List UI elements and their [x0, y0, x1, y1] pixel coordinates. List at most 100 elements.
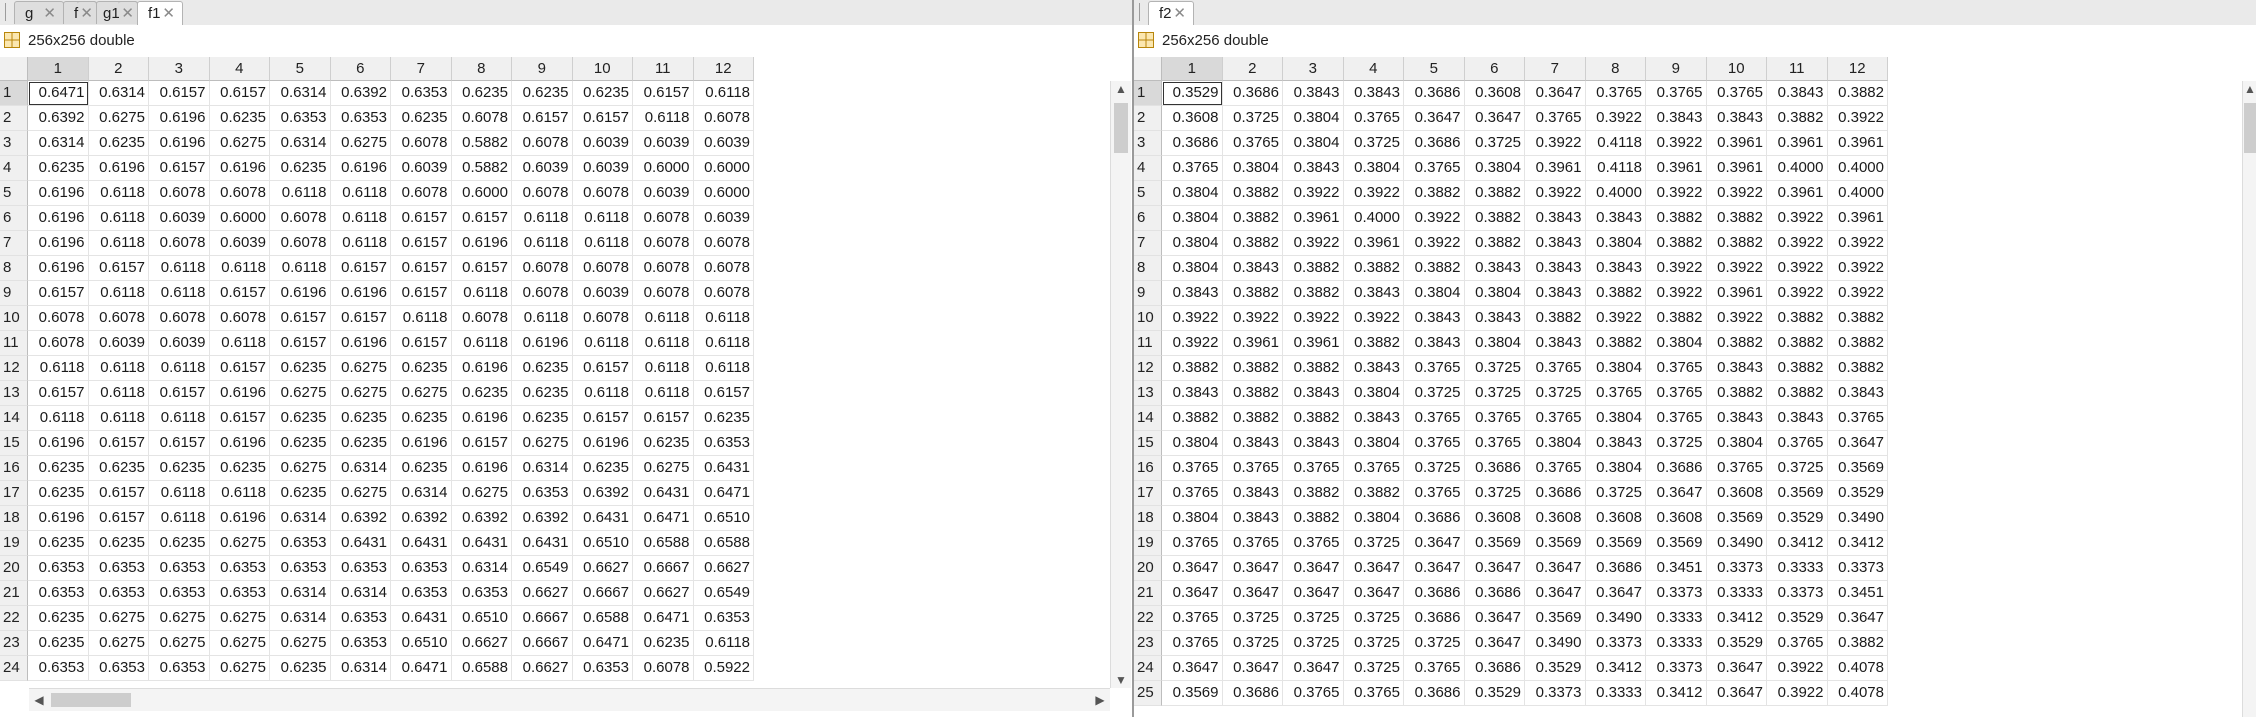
table-cell[interactable]: 0.3843 [1525, 231, 1586, 256]
column-header[interactable]: 10 [572, 57, 633, 81]
table-cell[interactable]: 0.3529 [1525, 656, 1586, 681]
table-cell[interactable]: 0.6118 [512, 231, 573, 256]
table-cell[interactable]: 0.3765 [1222, 131, 1283, 156]
table-cell[interactable]: 0.3961 [1767, 181, 1828, 206]
table-cell[interactable]: 0.3725 [1464, 481, 1525, 506]
row-header[interactable]: 10 [1134, 306, 1162, 331]
table-cell[interactable]: 0.3882 [1827, 631, 1888, 656]
table-cell[interactable]: 0.6627 [512, 581, 573, 606]
table-cell[interactable]: 0.6235 [512, 406, 573, 431]
table-cell[interactable]: 0.6196 [209, 381, 270, 406]
table-cell[interactable]: 0.3725 [1283, 631, 1344, 656]
pane-splitter[interactable] [1132, 0, 1134, 717]
horizontal-scrollbar[interactable]: ◀ ▶ [29, 688, 1110, 711]
grid-corner[interactable] [0, 57, 28, 81]
table-cell[interactable]: 0.3725 [1222, 606, 1283, 631]
table-cell[interactable]: 0.3686 [1585, 556, 1646, 581]
table-cell[interactable]: 0.6353 [149, 581, 210, 606]
table-cell[interactable]: 0.3804 [1585, 231, 1646, 256]
table-cell[interactable]: 0.6118 [28, 406, 89, 431]
table-cell[interactable]: 0.6392 [330, 81, 391, 106]
table-cell[interactable]: 0.3843 [1767, 406, 1828, 431]
row-header[interactable]: 1 [1134, 81, 1162, 106]
table-cell[interactable]: 0.3843 [1283, 81, 1344, 106]
table-cell[interactable]: 0.6275 [88, 631, 149, 656]
table-cell[interactable]: 0.6157 [88, 256, 149, 281]
table-cell[interactable]: 0.3765 [1404, 656, 1465, 681]
table-cell[interactable]: 0.6157 [88, 506, 149, 531]
table-cell[interactable]: 0.6118 [572, 231, 633, 256]
table-cell[interactable]: 0.3961 [1646, 156, 1707, 181]
table-cell[interactable]: 0.3804 [1283, 106, 1344, 131]
scroll-up-icon[interactable]: ▲ [1115, 82, 1127, 96]
table-cell[interactable]: 0.4078 [1827, 681, 1888, 706]
table-cell[interactable]: 0.3882 [1706, 206, 1767, 231]
table-cell[interactable]: 0.6078 [512, 256, 573, 281]
table-cell[interactable]: 0.6196 [209, 431, 270, 456]
table-cell[interactable]: 0.3882 [1464, 231, 1525, 256]
table-cell[interactable]: 0.3686 [1162, 131, 1223, 156]
table-cell[interactable]: 0.3647 [1162, 556, 1223, 581]
table-cell[interactable]: 0.3922 [1585, 306, 1646, 331]
table-cell[interactable]: 0.6314 [330, 581, 391, 606]
close-icon[interactable]: ✕ [80, 5, 93, 22]
table-cell[interactable]: 0.3922 [1767, 231, 1828, 256]
table-cell[interactable]: 0.3647 [1222, 556, 1283, 581]
table-cell[interactable]: 0.6196 [28, 181, 89, 206]
table-cell[interactable]: 0.3961 [1706, 156, 1767, 181]
table-cell[interactable]: 0.3765 [1767, 631, 1828, 656]
row-header[interactable]: 18 [0, 506, 28, 531]
table-cell[interactable]: 0.6588 [451, 656, 512, 681]
table-cell[interactable]: 0.6431 [391, 531, 452, 556]
table-cell[interactable]: 0.6000 [209, 206, 270, 231]
table-cell[interactable]: 0.5882 [451, 156, 512, 181]
table-cell[interactable]: 0.6078 [451, 106, 512, 131]
table-cell[interactable]: 0.3647 [1646, 481, 1707, 506]
column-header[interactable]: 10 [1706, 57, 1767, 81]
table-cell[interactable]: 0.4118 [1585, 156, 1646, 181]
table-cell[interactable]: 0.3843 [1222, 256, 1283, 281]
table-cell[interactable]: 0.6275 [209, 131, 270, 156]
table-cell[interactable]: 0.3412 [1585, 656, 1646, 681]
table-cell[interactable]: 0.6078 [391, 181, 452, 206]
close-icon[interactable]: ✕ [1173, 5, 1186, 22]
table-cell[interactable]: 0.3412 [1827, 531, 1888, 556]
column-header[interactable]: 3 [149, 57, 210, 81]
table-cell[interactable]: 0.6353 [28, 656, 89, 681]
table-cell[interactable]: 0.6235 [633, 431, 694, 456]
table-cell[interactable]: 0.6118 [88, 406, 149, 431]
table-cell[interactable]: 0.6196 [451, 406, 512, 431]
table-cell[interactable]: 0.6118 [693, 306, 754, 331]
table-cell[interactable]: 0.6118 [270, 256, 331, 281]
row-header[interactable]: 20 [0, 556, 28, 581]
table-cell[interactable]: 0.6392 [512, 506, 573, 531]
row-header[interactable]: 8 [1134, 256, 1162, 281]
table-cell[interactable]: 0.3569 [1827, 456, 1888, 481]
column-header[interactable]: 6 [1464, 57, 1525, 81]
table-cell[interactable]: 0.3765 [1162, 631, 1223, 656]
table-cell[interactable]: 0.3804 [1162, 206, 1223, 231]
table-cell[interactable]: 0.3647 [1706, 656, 1767, 681]
row-header[interactable]: 19 [1134, 531, 1162, 556]
table-cell[interactable]: 0.3882 [1827, 81, 1888, 106]
table-cell[interactable]: 0.3647 [1343, 581, 1404, 606]
table-cell[interactable]: 0.6039 [693, 131, 754, 156]
table-cell[interactable]: 0.3608 [1706, 481, 1767, 506]
table-cell[interactable]: 0.6235 [88, 531, 149, 556]
table-cell[interactable]: 0.3961 [1283, 331, 1344, 356]
table-cell[interactable]: 0.6392 [28, 106, 89, 131]
table-cell[interactable]: 0.3961 [1525, 156, 1586, 181]
table-cell[interactable]: 0.3686 [1222, 681, 1283, 706]
table-cell[interactable]: 0.3804 [1585, 406, 1646, 431]
table-cell[interactable]: 0.3922 [1525, 131, 1586, 156]
table-cell[interactable]: 0.6118 [209, 481, 270, 506]
table-cell[interactable]: 0.6039 [633, 181, 694, 206]
table-cell[interactable]: 0.6078 [633, 256, 694, 281]
table-cell[interactable]: 0.6235 [572, 456, 633, 481]
table-cell[interactable]: 0.3569 [1646, 531, 1707, 556]
table-cell[interactable]: 0.4000 [1343, 206, 1404, 231]
table-cell[interactable]: 0.6078 [693, 106, 754, 131]
column-header[interactable]: 6 [330, 57, 391, 81]
table-cell[interactable]: 0.6157 [451, 256, 512, 281]
table-cell[interactable]: 0.3686 [1404, 506, 1465, 531]
